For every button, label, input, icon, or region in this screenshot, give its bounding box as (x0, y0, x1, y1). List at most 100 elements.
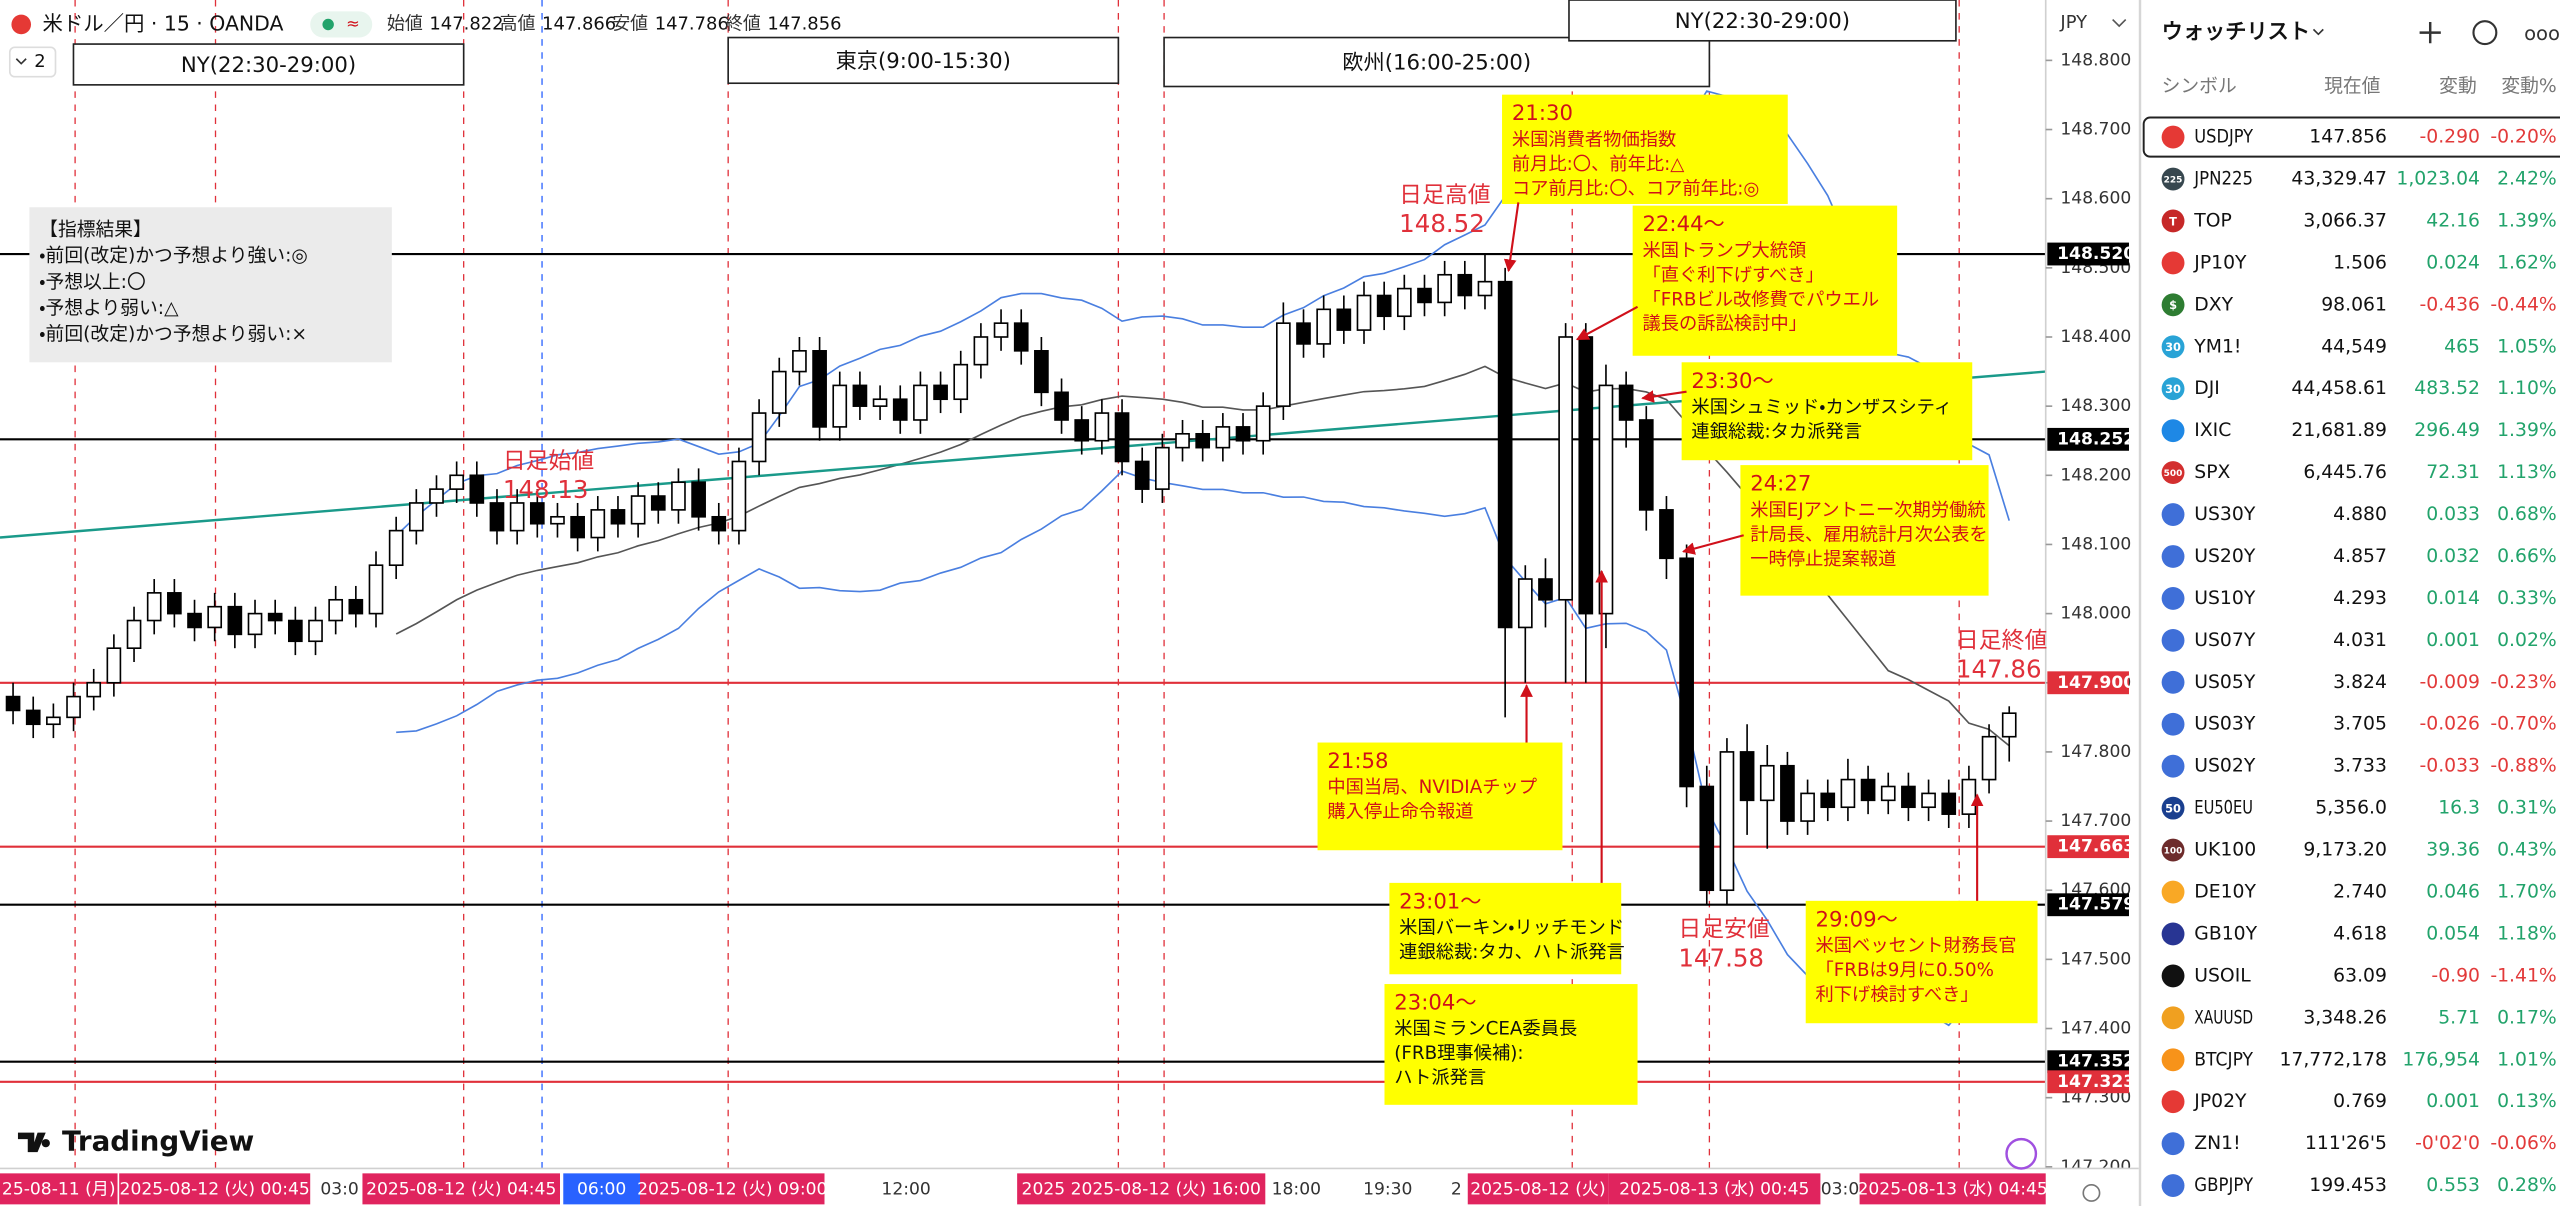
candle-body (1134, 460, 1150, 490)
more-button[interactable]: ooo (2524, 22, 2560, 45)
session-label: NY(22:30-29:00) (1675, 9, 1850, 34)
candle-body (1275, 322, 1291, 407)
candle-body (1780, 764, 1795, 822)
symbol[interactable]: GB10Y (2194, 923, 2257, 944)
price: 4.293 (2333, 588, 2387, 609)
change: 16.3 (2438, 798, 2480, 819)
symbol-icon (2161, 754, 2185, 778)
candle-body (1417, 287, 1432, 304)
column-header[interactable]: 変動 (2439, 75, 2477, 97)
candle-body (1437, 273, 1452, 304)
annotation-arrow (1682, 534, 1744, 555)
symbol[interactable]: JPN225 (2193, 169, 2253, 190)
symbol[interactable]: XAUUSD (2194, 1007, 2253, 1028)
candle-body (1155, 446, 1170, 490)
change-pct: 1.18% (2497, 923, 2557, 944)
symbol-icon (2161, 628, 2185, 652)
annotation-line: コア前月比:〇、コア前年比:◎ (1512, 178, 1759, 199)
settings-icon[interactable] (2082, 1183, 2101, 1202)
candle-body (1598, 384, 1614, 615)
symbol[interactable]: GBPJPY (2194, 1175, 2253, 1196)
chart-button[interactable] (2472, 20, 2498, 46)
annotation-arrow (1641, 390, 1687, 403)
price: 199.453 (2309, 1175, 2387, 1196)
candle-body (1820, 792, 1836, 809)
toolbar: 米ドル／円 · 15 · OANDA ≈ 始値 147.822 高値 147.8… (8, 11, 842, 78)
time-label: 2 (1451, 1180, 1462, 1200)
symbol[interactable]: DJI (2194, 378, 2220, 399)
symbol[interactable]: DE10Y (2194, 882, 2256, 903)
symbol[interactable]: IXIC (2194, 420, 2231, 441)
price: 147.856 (2309, 127, 2387, 148)
change-pct: 0.31% (2497, 798, 2557, 819)
symbol[interactable]: US30Y (2194, 504, 2256, 525)
symbol[interactable]: JP10Y (2193, 252, 2247, 273)
price: 3.824 (2333, 672, 2387, 693)
candle-body (1517, 578, 1533, 629)
candle-body (267, 612, 283, 622)
time-label-bg (1467, 1173, 1609, 1205)
time-label: 2025-08-12 (火) 04:45 (366, 1180, 556, 1200)
annotation-line: 「FRBは9月に0.50% (1816, 960, 1994, 981)
alert-icon[interactable] (2005, 1137, 2038, 1170)
time-label: 2025-08-13 (水) 04:45 (1858, 1180, 2048, 1200)
annotation-line: 23:01～ (1399, 889, 1481, 914)
symbol[interactable]: SPX (2194, 462, 2230, 483)
symbol-icon (2161, 1090, 2185, 1114)
symbol[interactable]: ZN1! (2194, 1133, 2240, 1154)
currency[interactable]: JPY (2059, 12, 2087, 33)
change-pct: 0.02% (2497, 630, 2557, 651)
column-header[interactable]: 変動% (2501, 75, 2556, 97)
symbol[interactable]: US05Y (2194, 672, 2256, 693)
annotation-line: 米国シュミッド・カンザスシティ (1691, 397, 1952, 418)
dropdown-icon[interactable] (2112, 19, 2127, 28)
symbol[interactable]: US02Y (2194, 756, 2256, 777)
price: 98.061 (2321, 294, 2387, 315)
y-tick-label: 148.000 (2060, 604, 2131, 624)
change: 42.16 (2426, 210, 2480, 231)
logo-text[interactable]: TradingView (62, 1124, 254, 1157)
change: -0.009 (2419, 672, 2480, 693)
column-header[interactable]: 現在値 (2324, 75, 2381, 97)
layout-count: 2 (34, 51, 45, 72)
add-button[interactable] (2419, 22, 2441, 44)
title-chevron[interactable] (2312, 28, 2324, 36)
symbol[interactable]: US10Y (2194, 588, 2256, 609)
symbol[interactable]: BTCJPY (2194, 1049, 2253, 1070)
symbol[interactable]: YM1! (2193, 336, 2241, 357)
candle-body (1013, 322, 1029, 352)
candle-body (66, 695, 81, 719)
layout-button[interactable] (8, 46, 57, 78)
candle-body (812, 350, 827, 428)
y-tick-label: 148.700 (2060, 120, 2131, 140)
candle-body (973, 336, 989, 366)
watchlist-title[interactable]: ウォッチリスト (2162, 20, 2310, 45)
symbol[interactable]: USDJPY (2194, 127, 2253, 148)
change: 0.033 (2426, 504, 2480, 525)
symbol[interactable]: TOP (2193, 210, 2232, 231)
symbol-icon (2161, 1006, 2185, 1030)
candle-body (691, 481, 706, 518)
symbol[interactable]: JP02Y (2193, 1091, 2247, 1112)
symbol[interactable]: USOIL (2194, 965, 2251, 986)
time-label: 06:00 (577, 1180, 626, 1200)
symbol[interactable]: US07Y (2194, 630, 2256, 651)
price: 9,173.20 (2303, 840, 2387, 861)
symbol[interactable]: US20Y (2194, 546, 2256, 567)
symbol[interactable]: DXY (2194, 294, 2233, 315)
chevron (15, 58, 27, 65)
symbol-icon-text: 100 (2164, 846, 2183, 856)
legend-line: ・前回(改定)かつ予想より強い:◎ (39, 245, 308, 267)
symbol[interactable]: US03Y (2194, 714, 2256, 735)
status-pill[interactable] (310, 11, 373, 38)
column-header[interactable]: シンボル (2162, 75, 2237, 97)
symbol-icon (2161, 1048, 2185, 1072)
price: 4.031 (2333, 630, 2387, 651)
change: 176,954 (2402, 1049, 2480, 1070)
symbol[interactable]: UK100 (2194, 840, 2256, 861)
symbol[interactable]: 米ドル／円 · 15 · OANDA (42, 11, 283, 35)
selected-row (2142, 116, 2560, 158)
symbol[interactable]: EU50EU (2194, 798, 2253, 819)
